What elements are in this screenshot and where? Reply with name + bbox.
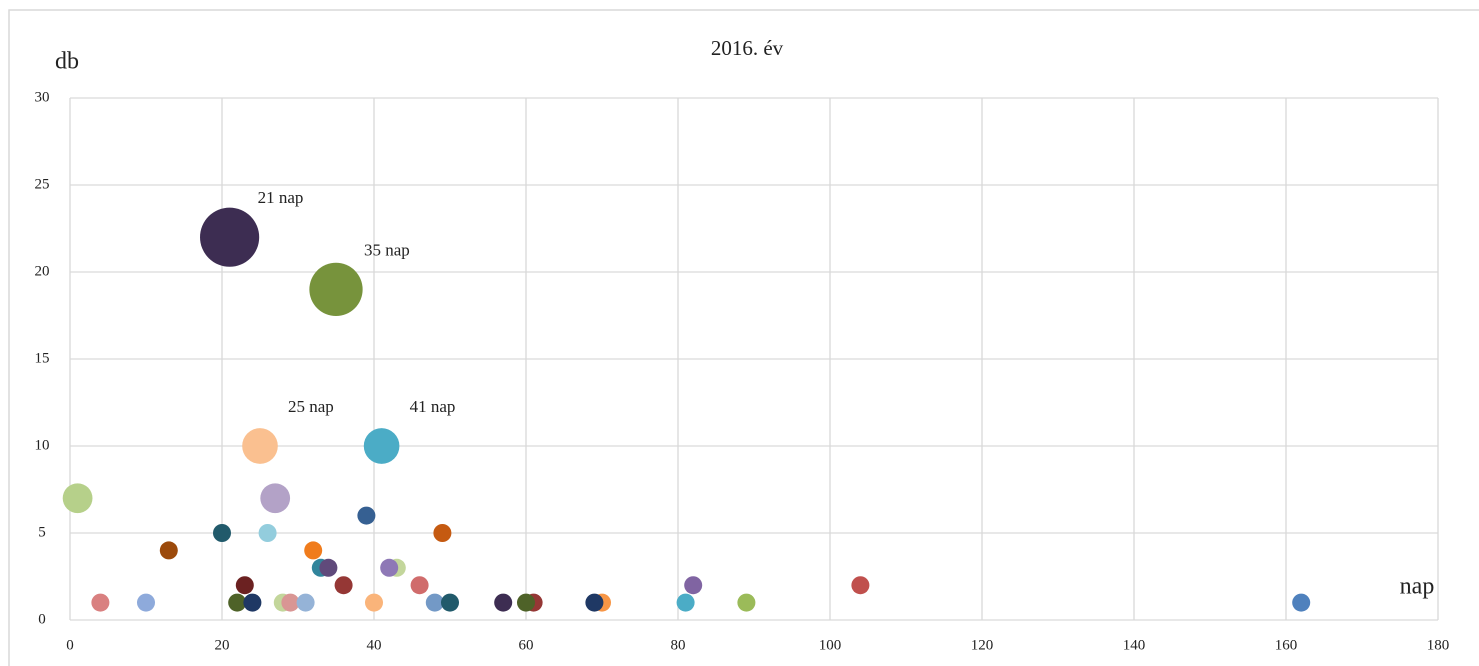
bubble [260, 483, 291, 514]
bubble [1292, 593, 1311, 612]
bubble [137, 593, 155, 612]
y-tick-label: 25 [35, 176, 50, 192]
bubble [433, 524, 452, 542]
bubble [441, 593, 459, 612]
y-tick-label: 20 [35, 263, 50, 279]
bubble [851, 576, 870, 595]
bubble [319, 558, 338, 577]
bubble [425, 593, 444, 612]
y-tick-label: 30 [35, 89, 50, 105]
annotation: 35 nap [364, 240, 410, 259]
x-axis-label: nap [1400, 574, 1435, 600]
bubble [363, 428, 400, 464]
bubble [365, 593, 383, 612]
bubble [159, 541, 178, 560]
x-tick-label: 120 [971, 637, 994, 653]
bubble [200, 207, 260, 267]
x-tick-label: 160 [1275, 637, 1298, 653]
bubble [304, 541, 323, 560]
x-tick-label: 80 [671, 637, 686, 653]
x-tick-label: 0 [66, 637, 74, 653]
bubble [334, 576, 353, 595]
bubble [357, 506, 376, 525]
y-axis-label: db [55, 49, 79, 75]
x-tick-label: 60 [519, 637, 534, 653]
y-tick-label: 15 [35, 350, 50, 366]
y-tick-label: 5 [38, 524, 46, 540]
y-tick-label: 10 [35, 437, 50, 453]
annotation: 41 nap [410, 397, 456, 416]
bubble [213, 524, 231, 542]
bubble [296, 593, 315, 612]
x-tick-label: 100 [819, 637, 842, 653]
bubble [91, 593, 110, 612]
x-tick-label: 140 [1123, 637, 1146, 653]
bubble [228, 593, 247, 612]
bubble [494, 593, 513, 612]
y-tick-label: 0 [38, 611, 46, 627]
x-tick-label: 20 [215, 637, 230, 653]
x-tick-label: 40 [367, 637, 382, 653]
bubble [676, 593, 695, 612]
bubble [585, 593, 604, 612]
chart-border [8, 9, 1479, 666]
bubble [242, 428, 278, 464]
bubble [235, 576, 254, 595]
bubble [410, 576, 429, 595]
bubble [684, 576, 703, 595]
bubble [243, 593, 262, 612]
bubble [258, 524, 277, 542]
bubble [309, 262, 363, 317]
bubble [62, 483, 93, 514]
annotation: 21 nap [258, 188, 304, 207]
bubble [281, 593, 300, 612]
bubble [517, 593, 535, 612]
x-tick-label: 180 [1427, 637, 1450, 653]
chart-title: 2016. év [711, 36, 784, 60]
bubble [737, 593, 756, 612]
bubble [380, 558, 399, 577]
annotation: 25 nap [288, 397, 334, 416]
